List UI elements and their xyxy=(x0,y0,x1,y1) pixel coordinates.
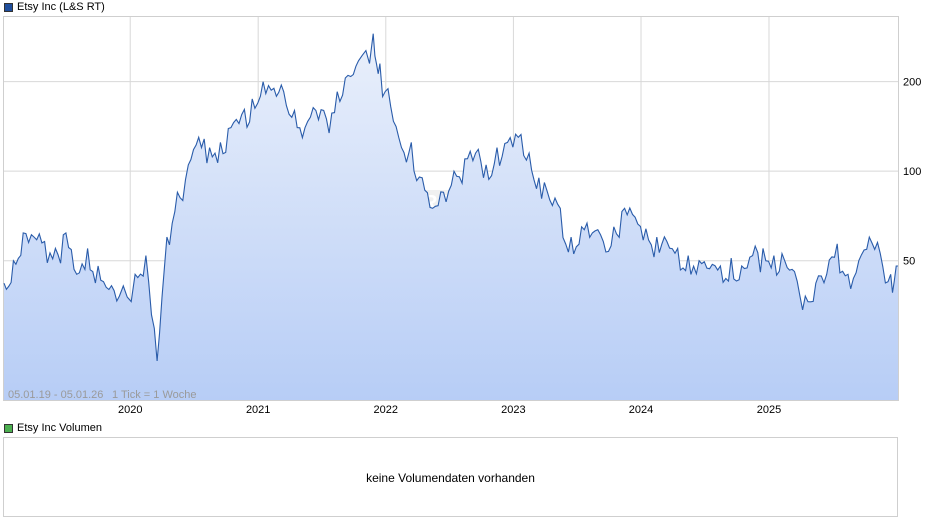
volume-legend-swatch xyxy=(4,423,13,433)
no-volume-message: keine Volumendaten vorhanden xyxy=(366,471,535,485)
y-tick-labels: 50 100 200 xyxy=(903,77,921,268)
y-tick-label: 100 xyxy=(903,166,921,178)
price-legend-label: Etsy Inc (L&S RT) xyxy=(17,1,105,13)
price-line xyxy=(3,33,898,362)
x-tick-label: 2022 xyxy=(374,404,398,416)
price-area xyxy=(4,33,898,400)
y-tick-label: 200 xyxy=(903,77,921,89)
tick-interval-text: 1 Tick = 1 Woche xyxy=(112,389,196,401)
x-tick-label: 2021 xyxy=(246,404,270,416)
volume-legend: Etsy Inc Volumen xyxy=(4,421,102,435)
price-legend: Etsy Inc (L&S RT) xyxy=(4,0,105,14)
x-tick-label: 2024 xyxy=(629,404,653,416)
volume-panel: keine Volumendaten vorhanden xyxy=(3,437,898,517)
price-legend-swatch xyxy=(4,2,13,12)
x-tick-label: 2023 xyxy=(501,404,525,416)
x-tick-labels: 2020 2021 2022 2023 2024 2025 xyxy=(118,404,781,416)
date-range-text: 05.01.19 - 05.01.26 xyxy=(8,389,103,401)
x-tick-label: 2025 xyxy=(757,404,781,416)
volume-legend-label: Etsy Inc Volumen xyxy=(17,422,102,434)
x-tick-label: 2020 xyxy=(118,404,142,416)
y-tick-label: 50 xyxy=(903,256,915,268)
